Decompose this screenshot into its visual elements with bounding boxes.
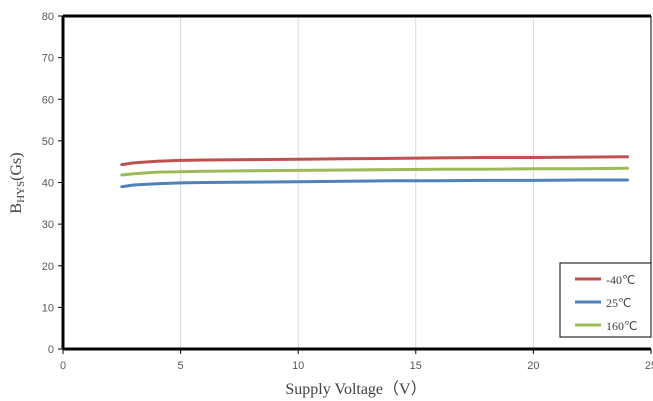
legend-label: 160℃ bbox=[606, 319, 637, 333]
x-tick-label: 0 bbox=[60, 360, 66, 372]
x-tick-label: 10 bbox=[292, 360, 304, 372]
legend: -40℃ 25℃ 160℃ bbox=[559, 262, 652, 338]
x-tick-label: 15 bbox=[410, 360, 422, 372]
x-tick-label: 25 bbox=[645, 360, 653, 372]
series-lines bbox=[120, 155, 629, 189]
y-tick-labels: 0 10 20 30 40 50 60 70 80 bbox=[42, 11, 63, 356]
y-tick-label: 60 bbox=[42, 94, 54, 106]
y-tick-label: 20 bbox=[42, 261, 54, 273]
y-tick-label: 70 bbox=[42, 53, 54, 65]
x-tick-label: 20 bbox=[527, 360, 539, 372]
y-axis-title: BHYS(Gs) bbox=[8, 152, 27, 213]
y-tick-label: 30 bbox=[42, 219, 54, 231]
y-tick-label: 0 bbox=[48, 344, 54, 356]
series-line bbox=[120, 178, 629, 189]
x-tick-labels: 0 5 10 15 20 25 bbox=[60, 349, 653, 372]
series-line bbox=[120, 166, 629, 177]
x-tick-label: 5 bbox=[178, 360, 184, 372]
series-line bbox=[120, 155, 629, 167]
y-tick-label: 50 bbox=[42, 136, 54, 148]
legend-label: -40℃ bbox=[606, 273, 635, 287]
y-tick-label: 10 bbox=[42, 302, 54, 314]
x-axis-title: Supply Voltage（V） bbox=[285, 380, 426, 398]
legend-label: 25℃ bbox=[606, 296, 631, 310]
y-tick-label: 40 bbox=[42, 178, 54, 190]
y-tick-label: 80 bbox=[42, 11, 54, 23]
